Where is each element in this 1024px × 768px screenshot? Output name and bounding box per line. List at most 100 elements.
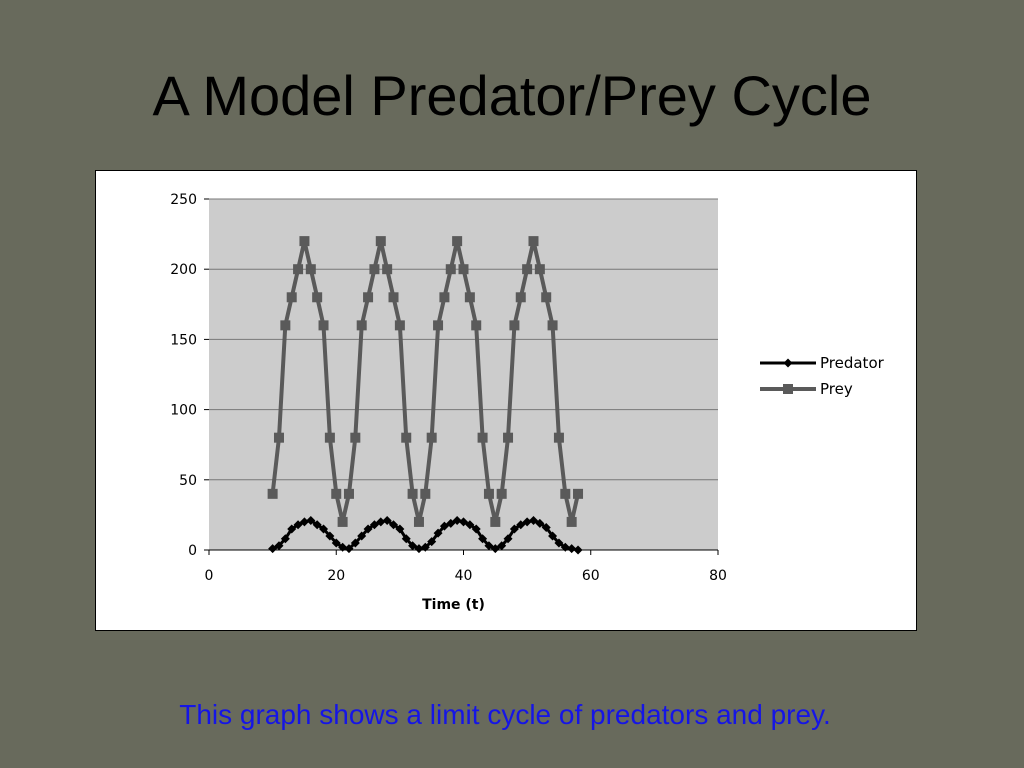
prey-point [553,432,564,443]
prey-point [560,488,571,499]
prey-point [331,488,342,499]
predator-point [528,516,538,526]
x-tick-label: 60 [582,568,600,584]
predator-point [325,531,335,541]
prey-point [445,264,456,275]
axes: 0 50 100 150 200 250 0 20 40 60 80 [170,192,727,584]
predator-point [268,544,278,554]
prey-point [401,432,412,443]
prey-point [471,320,482,331]
legend-marker-prey [783,384,793,394]
prey-point [356,320,367,331]
predator-point [357,531,367,541]
predator-point [516,520,526,530]
predator-point [299,517,309,527]
prey-point [433,320,444,331]
predator-point [287,524,297,534]
prey-point [439,292,450,303]
prey-point [363,292,374,303]
prey-point [280,320,291,331]
prey-point [490,516,501,527]
legend-item-predator: Predator [760,354,885,372]
legend-label-predator: Predator [820,354,885,372]
predator-point [382,516,392,526]
prey-point [312,292,323,303]
prey-point [273,432,284,443]
predator-point [509,524,519,534]
prey-point [566,516,577,527]
predator-point [554,538,564,548]
predator-point [274,541,284,551]
predator-point [490,544,500,554]
prey-point [407,488,418,499]
prey-point [573,488,584,499]
y-tick-label: 150 [170,332,197,348]
series-group [267,236,584,555]
prey-point [369,264,380,275]
prey-point [413,516,424,527]
predator-point [350,538,360,548]
predator-point [503,534,513,544]
prey-point [458,264,469,275]
prey-point [375,236,386,247]
x-tick-label: 20 [327,568,345,584]
prey-point [267,488,278,499]
prey-point [477,432,488,443]
prey-point [503,432,514,443]
predator-point [401,534,411,544]
prey-point [515,292,526,303]
predator-point [363,524,373,534]
series-predator [268,516,583,555]
predator-prey-line-chart: 0 50 100 150 200 250 0 20 40 60 80 Predator Prey Ti… [170,192,885,613]
predator-point [548,531,558,541]
predator-point [408,541,418,551]
predator-point [541,523,551,533]
predator-point [535,518,545,528]
prey-point [496,488,507,499]
y-tick-label: 0 [188,543,197,559]
prey-point [343,488,354,499]
prey-point [483,488,494,499]
legend-item-prey: Prey [760,380,853,398]
slide-title: A Model Predator/Prey Cycle [152,64,872,127]
predator-point [478,534,488,544]
prey-point [534,264,545,275]
predator-point [280,534,290,544]
predator-point [497,541,507,551]
legend-label-prey: Prey [820,380,853,398]
predator-point [338,542,348,552]
prey-point [420,488,431,499]
series-prey [267,236,584,527]
caption-text: This graph shows a limit cycle of predat… [179,699,831,730]
predator-point [395,524,405,534]
predator-point [560,542,570,552]
predator-point [567,544,577,554]
y-tick-label: 200 [170,262,197,278]
x-tick-label: 80 [709,568,727,584]
predator-point [331,538,341,548]
prey-point [286,292,297,303]
prey-point [388,292,399,303]
prey-point [426,432,437,443]
legend: Predator Prey [760,354,885,398]
predator-point [293,520,303,530]
prey-point [541,292,552,303]
x-axis-title: Time (t) [422,597,485,613]
predator-point [522,517,532,527]
prey-point [324,432,335,443]
prey-point [337,516,348,527]
x-tick-label: 0 [205,568,214,584]
predator-point [452,516,462,526]
predator-point [306,516,316,526]
prey-point [522,264,533,275]
y-tick-label: 100 [170,403,197,419]
predator-point [414,544,424,554]
predator-point [439,521,449,531]
predator-point [420,542,430,552]
y-tick-label: 250 [170,192,197,208]
x-tick-label: 40 [455,568,473,584]
predator-point [465,520,475,530]
predator-point [389,520,399,530]
predator-point [344,544,354,554]
predator-point [446,518,456,528]
